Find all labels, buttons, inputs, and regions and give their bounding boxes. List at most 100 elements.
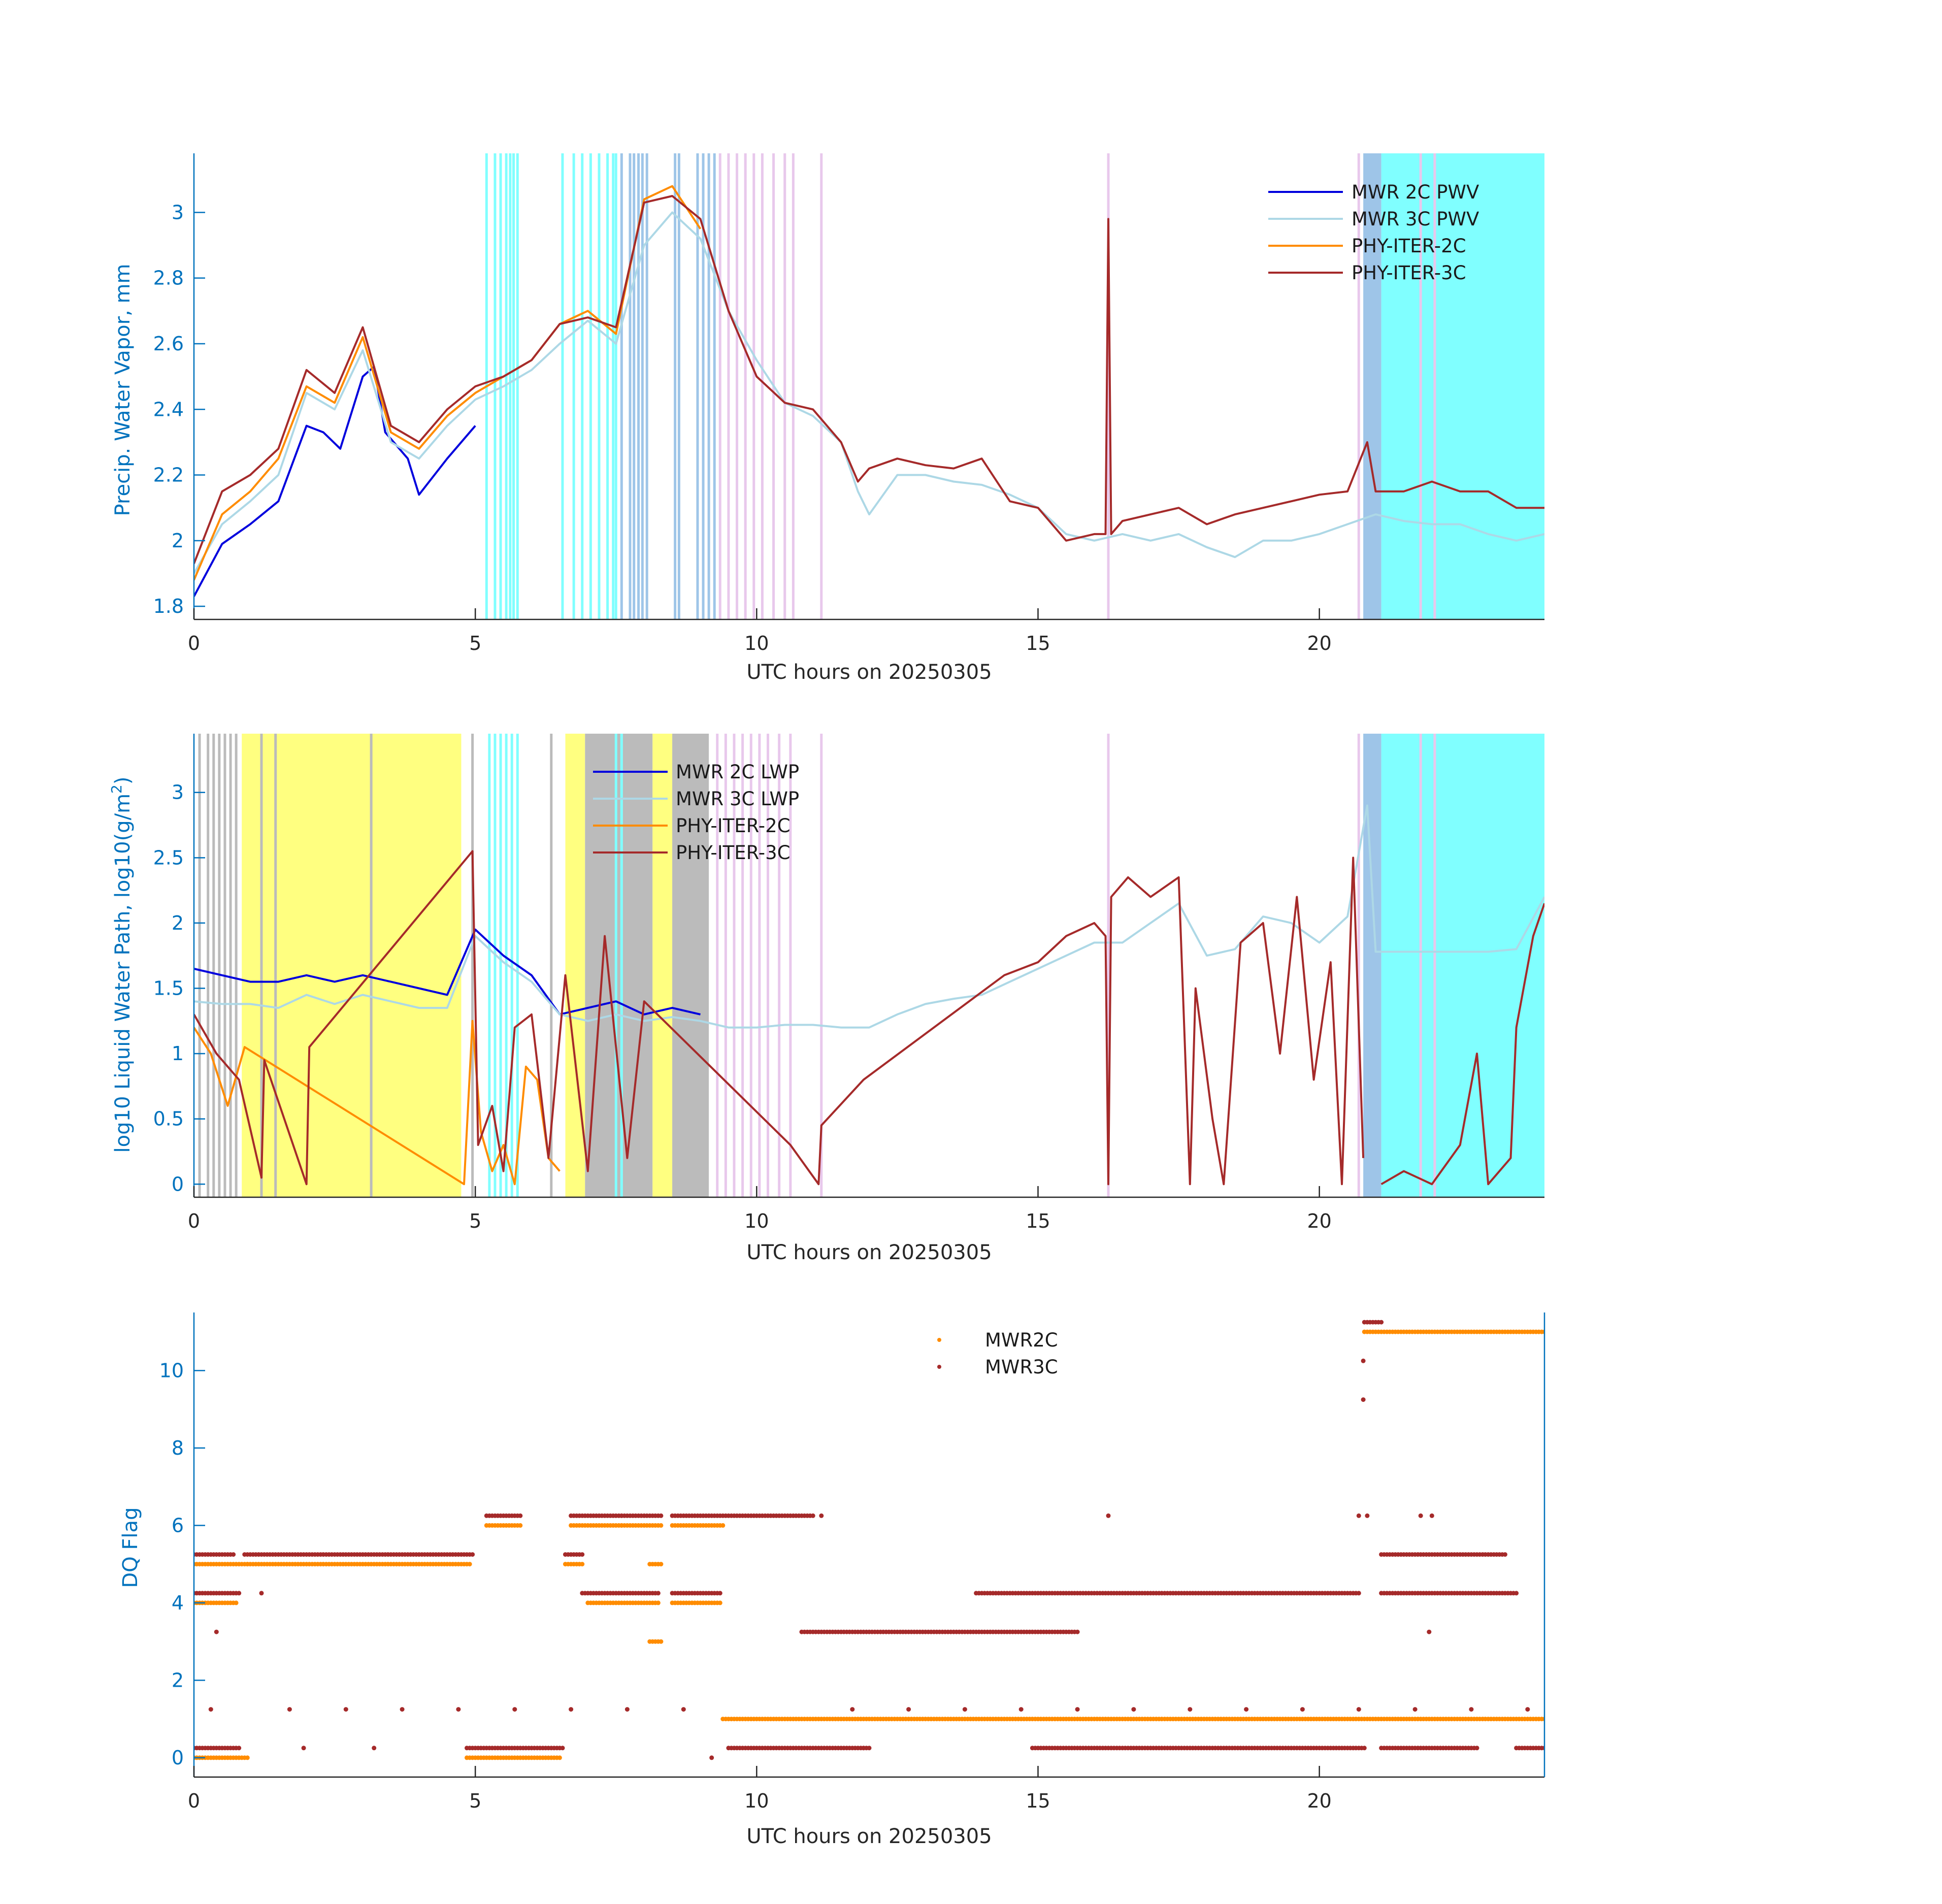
x-tick-label: 10 <box>744 632 769 654</box>
dq-point-mwr3c <box>1131 1707 1136 1712</box>
legend-label-mwr3c-pwv: MWR 3C PWV <box>1352 208 1479 230</box>
lwp-x-axis-title: UTC hours on 20250305 <box>746 1241 992 1264</box>
y-tick-label: 2 <box>172 530 184 552</box>
dq-point-mwr2c <box>467 1562 472 1567</box>
y-tick-label: 4 <box>172 1592 184 1614</box>
dq-point-mwr3c <box>287 1707 292 1712</box>
x-tick-label: 10 <box>744 1210 769 1232</box>
series-line-phy-iter-3c-extra <box>1380 903 1544 1186</box>
dq-point-mwr3c <box>709 1755 714 1760</box>
lwp-y-axis-title-main: log10 Liquid Water Path, log10(g/m <box>111 794 135 1153</box>
dq-point-mwr3c <box>1188 1707 1193 1712</box>
x-tick-label: 5 <box>469 1790 481 1812</box>
dq-point-mwr3c <box>1429 1513 1434 1518</box>
series-line-phy-iter-2c <box>194 1020 561 1186</box>
dq-point-mwr3c <box>400 1707 405 1712</box>
dq-point-mwr3c <box>214 1629 219 1634</box>
x-tick-label: 15 <box>1026 1790 1050 1812</box>
x-tick-label: 15 <box>1026 632 1050 654</box>
dq-point-mwr3c <box>1379 1320 1384 1325</box>
dq-point-mwr3c <box>1244 1707 1249 1712</box>
dq-point-mwr3c <box>560 1746 565 1751</box>
dq-legend: MWR2C MWR3C <box>937 1329 1058 1378</box>
dq-point-mwr3c <box>1361 1397 1366 1402</box>
shaded-region-grey <box>672 734 709 1197</box>
y-tick-label: 2 <box>172 912 184 934</box>
y-tick-label: 0 <box>172 1747 184 1769</box>
dq-point-mwr3c <box>470 1552 475 1557</box>
dq-point-mwr3c <box>861 1746 866 1751</box>
dq-point-mwr3c <box>810 1513 815 1518</box>
dq-point-mwr2c <box>245 1755 250 1760</box>
pwv-panel: 0 5 10 15 20 1.8 2 2.2 2.4 2.6 2.8 3 UTC hours on 2… <box>111 153 1544 684</box>
dq-point-mwr3c <box>1356 1513 1361 1518</box>
y-tick-label: 3 <box>172 781 184 804</box>
legend-label-phy3c: PHY-ITER-3C <box>1352 262 1466 284</box>
lwp-y-axis-title: log10 Liquid Water Path, log10(g/m2) <box>108 777 135 1153</box>
dq-point-mwr3c <box>237 1591 242 1596</box>
x-tick-label: 5 <box>469 632 481 654</box>
dq-point-mwr3c <box>512 1707 517 1712</box>
y-tick-label: 0.5 <box>153 1108 184 1130</box>
dq-point-mwr3c <box>1365 1513 1370 1518</box>
pwv-x-axis-title: UTC hours on 20250305 <box>746 661 992 684</box>
dq-point-mwr3c <box>1361 1358 1366 1363</box>
y-tick-label: 2 <box>172 1669 184 1691</box>
dq-point-mwr3c <box>1525 1707 1530 1712</box>
x-tick-label: 15 <box>1026 1210 1050 1232</box>
shaded-region-grey <box>585 734 653 1197</box>
shaded-region-lightblue <box>1363 153 1381 619</box>
dq-point-mwr3c <box>518 1513 523 1518</box>
dq-point-mwr3c <box>1075 1707 1080 1712</box>
dq-point-mwr3c <box>208 1707 213 1712</box>
lwp-panel: 0 5 10 15 20 0 0.5 1 1.5 2 2.5 3 UTC hours on 20250… <box>108 734 1544 1264</box>
legend-label-phy2c-lwp: PHY-ITER-2C <box>676 815 791 837</box>
dq-point-mwr3c <box>1502 1552 1507 1557</box>
x-tick-label: 0 <box>188 1790 200 1812</box>
dq-point-mwr3c <box>1106 1513 1111 1518</box>
dq-point-mwr3c <box>456 1707 461 1712</box>
dq-point-mwr3c <box>906 1707 911 1712</box>
y-tick-label: 2.8 <box>153 267 184 289</box>
y-tick-label: 2.6 <box>153 333 184 355</box>
dq-point-mwr3c <box>1418 1513 1423 1518</box>
y-tick-label: 2.2 <box>153 464 184 486</box>
dq-point-mwr3c <box>1469 1707 1474 1712</box>
dq-point-mwr3c <box>1356 1707 1361 1712</box>
dq-point-mwr2c <box>720 1523 726 1528</box>
shaded-region-cyan <box>1381 153 1544 619</box>
shaded-region-yellow <box>242 734 462 1197</box>
legend-label-mwr2c-pwv: MWR 2C PWV <box>1352 181 1479 203</box>
dq-point-mwr3c <box>301 1746 306 1751</box>
dq-point-mwr3c <box>850 1707 855 1712</box>
pwv-y-axis-title: Precip. Water Vapor, mm <box>111 264 135 516</box>
lwp-legend: MWR 2C LWP MWR 3C LWP PHY-ITER-2C PHY-IT… <box>593 761 799 864</box>
dq-point-mwr3c <box>343 1707 348 1712</box>
series-line-mwr-2c-pwv <box>194 366 476 597</box>
legend-label-mwr3c: MWR3C <box>985 1356 1058 1378</box>
series-line-phy-iter-3c <box>194 850 1365 1186</box>
dq-point-mwr3c <box>655 1591 661 1596</box>
series-line-phy-iter-3c <box>194 195 1544 564</box>
y-tick-label: 10 <box>159 1359 184 1382</box>
x-tick-label: 20 <box>1307 632 1331 654</box>
dq-point-mwr3c <box>867 1746 872 1751</box>
dq-y-axis-title: DQ Flag <box>119 1507 142 1588</box>
legend-label-mwr3c-lwp: MWR 3C LWP <box>676 788 799 810</box>
dq-point-mwr3c <box>372 1746 377 1751</box>
series-line-mwr-3c-lwp <box>194 804 1544 1029</box>
x-tick-label: 20 <box>1307 1210 1331 1232</box>
y-tick-label: 2.4 <box>153 398 184 420</box>
dq-point-mwr2c <box>659 1523 664 1528</box>
legend-marker-mwr2c <box>937 1338 941 1342</box>
series-line-mwr-2c-lwp <box>194 928 701 1015</box>
dq-point-mwr3c <box>259 1591 264 1596</box>
dq-point-mwr3c <box>231 1552 236 1557</box>
x-tick-label: 0 <box>188 632 200 654</box>
dq-point-mwr3c <box>1412 1707 1418 1712</box>
dq-point-mwr3c <box>819 1513 824 1518</box>
dq-point-mwr3c <box>237 1746 242 1751</box>
y-tick-label: 1.8 <box>153 595 184 617</box>
dq-point-mwr2c <box>659 1562 664 1567</box>
